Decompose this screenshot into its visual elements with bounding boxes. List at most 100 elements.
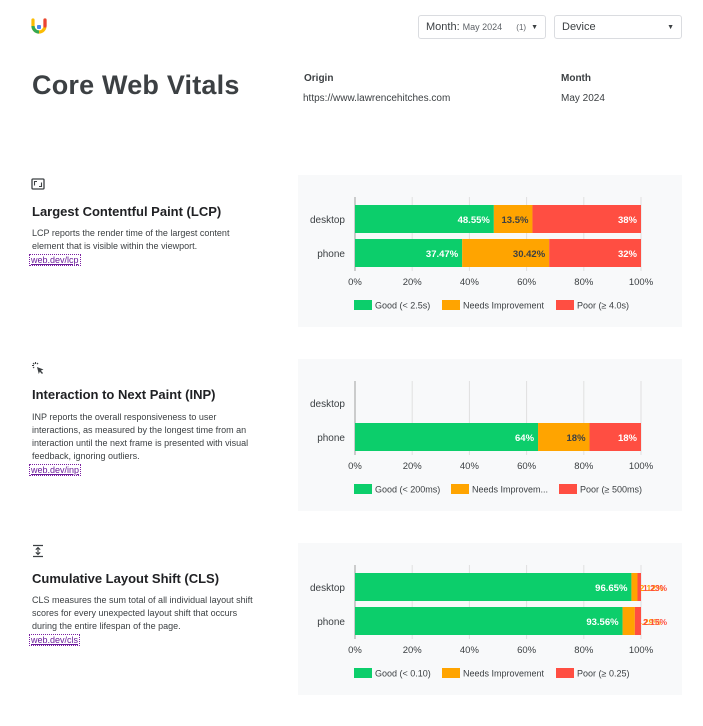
bar-desktop-poor	[637, 573, 641, 601]
category-label-phone: phone	[317, 249, 345, 260]
month-value: May 2024	[561, 93, 605, 104]
x-tick-label: 60%	[517, 461, 537, 472]
lcp-chart: desktop 48.55% 13.5% 38% phone 37.47% 30.42% 32…	[310, 197, 654, 311]
category-label-phone: phone	[317, 433, 345, 444]
legend-label-needs-improvement: Needs Improvement	[463, 301, 545, 311]
x-tick-label: 20%	[403, 277, 423, 288]
month-filter-count: (1)	[516, 22, 527, 32]
origin-label: Origin	[304, 73, 334, 84]
month-filter-dropdown[interactable]: Month: May 2024 (1) ▼	[418, 15, 546, 39]
bar-phone-good	[355, 607, 623, 635]
bar-phone-needs-improvement	[538, 423, 590, 451]
lcp-description: LCP reports the render time of the large…	[32, 228, 230, 251]
data-label-phone-good: 64%	[515, 433, 535, 444]
bar-desktop-good	[355, 205, 494, 233]
data-label-desktop-needs-improvement: 13.5%	[502, 215, 529, 226]
data-label-desktop-poor: 38%	[618, 215, 638, 226]
legend-label-needs-improvement: Needs Improvement	[463, 669, 545, 679]
category-label-desktop: desktop	[310, 215, 345, 226]
device-filter-dropdown[interactable]: Device ▼	[554, 15, 682, 39]
bar-phone-poor	[634, 607, 641, 635]
legend-swatch-good	[354, 484, 372, 494]
data-label-phone-needs-improvement: 18%	[567, 433, 587, 444]
data-label-phone-needs-improvement: 30.42%	[513, 249, 546, 260]
category-label-desktop: desktop	[310, 583, 345, 594]
x-tick-label: 80%	[574, 461, 594, 472]
caret-down-icon: ▼	[531, 23, 538, 31]
x-tick-label: 20%	[403, 461, 423, 472]
x-tick-label: 0%	[348, 277, 362, 288]
legend-label-good: Good (< 2.5s)	[375, 301, 430, 311]
pointer-click-icon	[32, 362, 44, 374]
bar-desktop-needs-improvement	[631, 573, 638, 601]
bar-phone-good	[355, 239, 463, 267]
legend-swatch-poor	[556, 668, 574, 678]
x-tick-label: 40%	[460, 277, 480, 288]
origin-value: https://www.lawrencehitches.com	[303, 93, 451, 104]
x-tick-label: 40%	[460, 461, 480, 472]
month-filter-value: May 2024	[462, 22, 503, 32]
app-logo	[31, 18, 47, 34]
data-label-desktop-good: 48.55%	[458, 215, 491, 226]
lcp-title: Largest Contentful Paint (LCP)	[32, 204, 222, 219]
device-filter-label: Device	[562, 21, 596, 33]
lcp-link[interactable]: web.dev/lcp	[29, 254, 81, 266]
x-tick-label: 80%	[574, 645, 594, 656]
inp-link[interactable]: web.dev/inp	[28, 464, 82, 476]
legend-label-needs-improvement: Needs Improvem...	[472, 485, 548, 495]
x-tick-label: 0%	[348, 461, 362, 472]
data-label-phone-poor: 18%	[618, 433, 638, 444]
legend-label-poor: Poor (≥ 4.0s)	[577, 301, 629, 311]
data-label-desktop-needs-improvement: 2.12%	[639, 583, 664, 593]
vertical-shift-icon	[33, 544, 43, 558]
cls-title: Cumulative Layout Shift (CLS)	[32, 571, 220, 586]
x-tick-label: 100%	[629, 277, 654, 288]
legend-label-poor: Poor (≥ 500ms)	[580, 485, 642, 495]
caret-down-icon: ▼	[667, 23, 674, 31]
lcp-chart-panel: desktop 48.55% 13.5% 38% phone 37.47% 30.42% 32…	[298, 175, 682, 327]
bar-phone-poor	[549, 239, 641, 267]
legend-swatch-poor	[559, 484, 577, 494]
x-tick-label: 40%	[460, 645, 480, 656]
data-label-phone-good: 93.56%	[586, 617, 619, 628]
x-tick-label: 60%	[517, 277, 537, 288]
bar-phone-good	[355, 423, 539, 451]
x-tick-label: 100%	[629, 461, 654, 472]
category-label-phone: phone	[317, 617, 345, 628]
category-label-desktop: desktop	[310, 399, 345, 410]
lcp-frame-icon	[31, 178, 45, 190]
bar-phone-needs-improvement	[622, 607, 635, 635]
data-label-phone-poor: 32%	[618, 249, 638, 260]
cls-link[interactable]: web.dev/cls	[28, 634, 81, 646]
bar-phone-needs-improvement	[462, 239, 550, 267]
legend-swatch-good	[354, 668, 372, 678]
legend-label-good: Good (< 200ms)	[375, 485, 440, 495]
month-label: Month	[561, 73, 591, 84]
cls-description: CLS measures the sum total of all indivi…	[32, 595, 253, 631]
page-title: Core Web Vitals	[32, 70, 240, 100]
cls-chart-panel: desktop 96.65% 2.12% 1.23% phone 93.56% 4.29% 2…	[298, 543, 682, 695]
bar-desktop-needs-improvement	[493, 205, 533, 233]
inp-chart: desktop phone 64% 18% 18% 0% 20% 40% 60% 80% 100% G…	[310, 381, 654, 495]
legend-swatch-needs-improvement	[442, 668, 460, 678]
x-tick-label: 60%	[517, 645, 537, 656]
data-label-desktop-poor: 1.23%	[643, 583, 668, 593]
x-tick-label: 0%	[348, 645, 362, 656]
legend-swatch-needs-improvement	[442, 300, 460, 310]
inp-chart-panel: desktop phone 64% 18% 18% 0% 20% 40% 60% 80% 100% G…	[298, 359, 682, 511]
legend-swatch-poor	[556, 300, 574, 310]
inp-title: Interaction to Next Paint (INP)	[32, 387, 216, 402]
bar-desktop-poor	[532, 205, 641, 233]
x-tick-label: 80%	[574, 277, 594, 288]
bar-phone-poor	[589, 423, 641, 451]
month-filter-label: Month:	[426, 21, 460, 33]
legend-label-good: Good (< 0.10)	[375, 669, 431, 679]
data-label-phone-poor: 2.15%	[643, 617, 668, 627]
data-label-desktop-good: 96.65%	[595, 583, 628, 594]
legend-swatch-needs-improvement	[451, 484, 469, 494]
x-tick-label: 20%	[403, 645, 423, 656]
legend-label-poor: Poor (≥ 0.25)	[577, 669, 629, 679]
data-label-phone-good: 37.47%	[426, 249, 459, 260]
cls-chart: desktop 96.65% 2.12%1.23%phone 93.56% 4.29%2…	[310, 565, 668, 679]
data-label-phone-needs-improvement: 4.29%	[637, 617, 662, 627]
